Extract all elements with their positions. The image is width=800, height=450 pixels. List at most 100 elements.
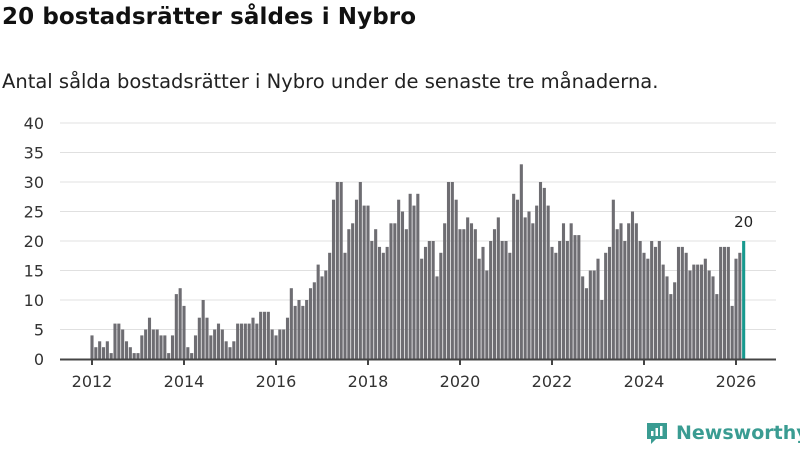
- bar: [209, 335, 213, 359]
- bar: [558, 241, 562, 359]
- bar: [282, 329, 286, 359]
- bar: [420, 258, 424, 359]
- bar: [719, 246, 723, 359]
- bar: [105, 341, 109, 359]
- y-tick-label: 35: [24, 144, 44, 163]
- bar: [692, 264, 696, 359]
- bar: [155, 329, 159, 359]
- bar: [305, 300, 309, 359]
- bar: [469, 223, 474, 359]
- bar: [193, 335, 198, 359]
- bar: [738, 252, 742, 359]
- bar: [213, 329, 217, 359]
- bar: [385, 246, 389, 359]
- bar: [182, 305, 186, 359]
- bar: [270, 329, 274, 359]
- bar: [343, 252, 347, 359]
- bar: [197, 317, 201, 359]
- bar: [527, 211, 531, 359]
- bar: [680, 246, 684, 359]
- bar: [481, 246, 485, 359]
- bar: [715, 294, 719, 359]
- bar: [216, 323, 221, 359]
- bar: [274, 335, 278, 359]
- bar: [255, 323, 259, 359]
- bar: [523, 217, 527, 359]
- bar: [462, 229, 466, 359]
- bar: [653, 246, 658, 359]
- bar: [132, 353, 136, 359]
- x-tick-label: 2026: [716, 372, 757, 391]
- bar: [262, 311, 267, 359]
- x-tick-label: 2018: [348, 372, 389, 391]
- bar: [688, 270, 692, 359]
- bar: [542, 187, 546, 359]
- bar: [431, 241, 435, 359]
- bar: [186, 347, 190, 359]
- bar: [600, 300, 604, 359]
- bar: [657, 241, 661, 359]
- y-tick-label: 20: [24, 232, 44, 251]
- bar: [113, 323, 117, 359]
- bar: [538, 182, 543, 359]
- bar: [565, 241, 569, 359]
- newsworthy-chart-icon: [647, 423, 667, 444]
- y-tick-label: 15: [24, 262, 44, 281]
- bar: [726, 246, 730, 359]
- bar: [404, 229, 408, 359]
- bar: [285, 317, 290, 359]
- bar: [550, 246, 554, 359]
- bar: [174, 294, 178, 359]
- x-tick-label: 2020: [440, 372, 481, 391]
- bar: [561, 223, 566, 359]
- bar: [339, 182, 343, 359]
- bar: [236, 323, 240, 359]
- bar: [335, 182, 339, 359]
- bar: [297, 300, 301, 359]
- bar: [592, 270, 596, 359]
- bar: [308, 288, 313, 359]
- bar: [117, 323, 121, 359]
- bar: [167, 353, 171, 359]
- bar: [266, 311, 270, 359]
- bar: [573, 235, 577, 359]
- bar: [473, 229, 477, 359]
- bar: [634, 223, 638, 359]
- bar: [163, 335, 167, 359]
- bar: [623, 241, 627, 359]
- bar: [278, 329, 282, 359]
- y-tick-label: 5: [34, 321, 44, 340]
- bar: [699, 264, 704, 359]
- bar: [381, 252, 385, 359]
- bar: [159, 335, 163, 359]
- bar: [90, 335, 94, 359]
- bar: [259, 311, 263, 359]
- bar: [136, 353, 140, 359]
- bar: [331, 199, 336, 359]
- newsworthy-logo: Newsworthy: [644, 420, 800, 446]
- bar: [684, 252, 688, 359]
- bar: [320, 276, 324, 359]
- bar: [669, 294, 673, 359]
- bar: [711, 276, 715, 359]
- bar: [220, 329, 224, 359]
- bar: [604, 252, 608, 359]
- bar: [362, 205, 366, 359]
- bar: [673, 282, 677, 359]
- bar: [439, 252, 443, 359]
- highlighted-bar: [742, 241, 746, 359]
- bar: [500, 241, 504, 359]
- bar: [412, 205, 416, 359]
- bar: [178, 288, 182, 359]
- bar: [128, 347, 132, 359]
- bar: [354, 199, 359, 359]
- bar: [496, 217, 500, 359]
- bar: [423, 246, 428, 359]
- bar: [316, 264, 320, 359]
- bar: [615, 229, 619, 359]
- bar: [546, 205, 550, 359]
- bar: [661, 264, 665, 359]
- bar: [228, 347, 232, 359]
- bar: [466, 217, 470, 359]
